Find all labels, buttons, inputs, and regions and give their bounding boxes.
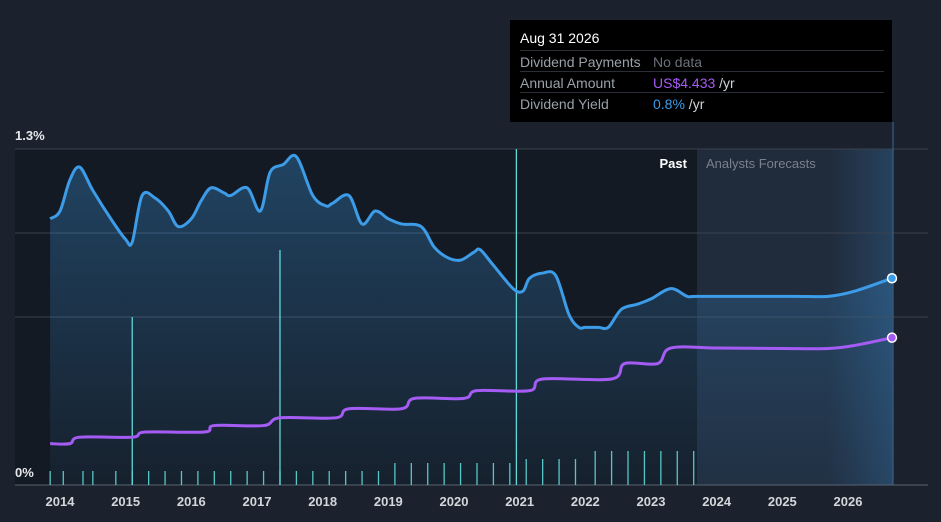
x-tick-label: 2018 [308, 494, 337, 509]
yield-area [50, 155, 892, 485]
tooltip-value: 0.8% /yr [653, 96, 705, 112]
dividend-yield-line [49, 153, 893, 331]
x-tick-label: 2019 [374, 494, 403, 509]
tooltip-row-payments: Dividend Payments No data [520, 50, 884, 72]
annual-amount-line [50, 336, 893, 446]
x-tick-label: 2016 [177, 494, 206, 509]
x-tick-label: 2015 [111, 494, 140, 509]
x-tick-label: 2023 [637, 494, 666, 509]
x-tick-label: 2022 [571, 494, 600, 509]
tooltip-value: US$4.433 /yr [653, 75, 735, 91]
tooltip-label: Annual Amount [520, 75, 615, 91]
x-tick-label: 2014 [46, 494, 76, 509]
x-tick-label: 2017 [243, 494, 272, 509]
x-tick-label: 2026 [834, 494, 863, 509]
x-tick-label: 2021 [505, 494, 534, 509]
tooltip-label: Dividend Yield [520, 96, 609, 112]
dividend-yield-endpoint [886, 272, 898, 284]
tooltip-row-yield: Dividend Yield 0.8% /yr [520, 92, 884, 114]
series-lines [49, 153, 898, 446]
tooltip-date: Aug 31 2026 [520, 30, 600, 46]
x-tick-label: 2020 [440, 494, 469, 509]
annual-amount-endpoint [886, 332, 898, 343]
tooltip-label: Dividend Payments [520, 54, 641, 70]
x-tick-label: 2025 [768, 494, 797, 509]
axis-labels: 1.3% 0% Past Analysts Forecasts 2014 2015 2016… [15, 128, 862, 509]
tooltip-row-amount: Annual Amount US$4.433 /yr [520, 71, 884, 93]
area-layer [50, 155, 892, 485]
payment-bars [49, 122, 894, 485]
y-axis-top-label: 1.3% [15, 128, 45, 143]
forecast-label: Analysts Forecasts [706, 156, 816, 171]
hover-tooltip: Aug 31 2026 Dividend Payments No data An… [510, 20, 892, 122]
past-label: Past [659, 156, 687, 171]
y-axis-bottom-label: 0% [15, 465, 34, 480]
tooltip-value: No data [653, 54, 703, 70]
x-tick-label: 2024 [702, 494, 732, 509]
